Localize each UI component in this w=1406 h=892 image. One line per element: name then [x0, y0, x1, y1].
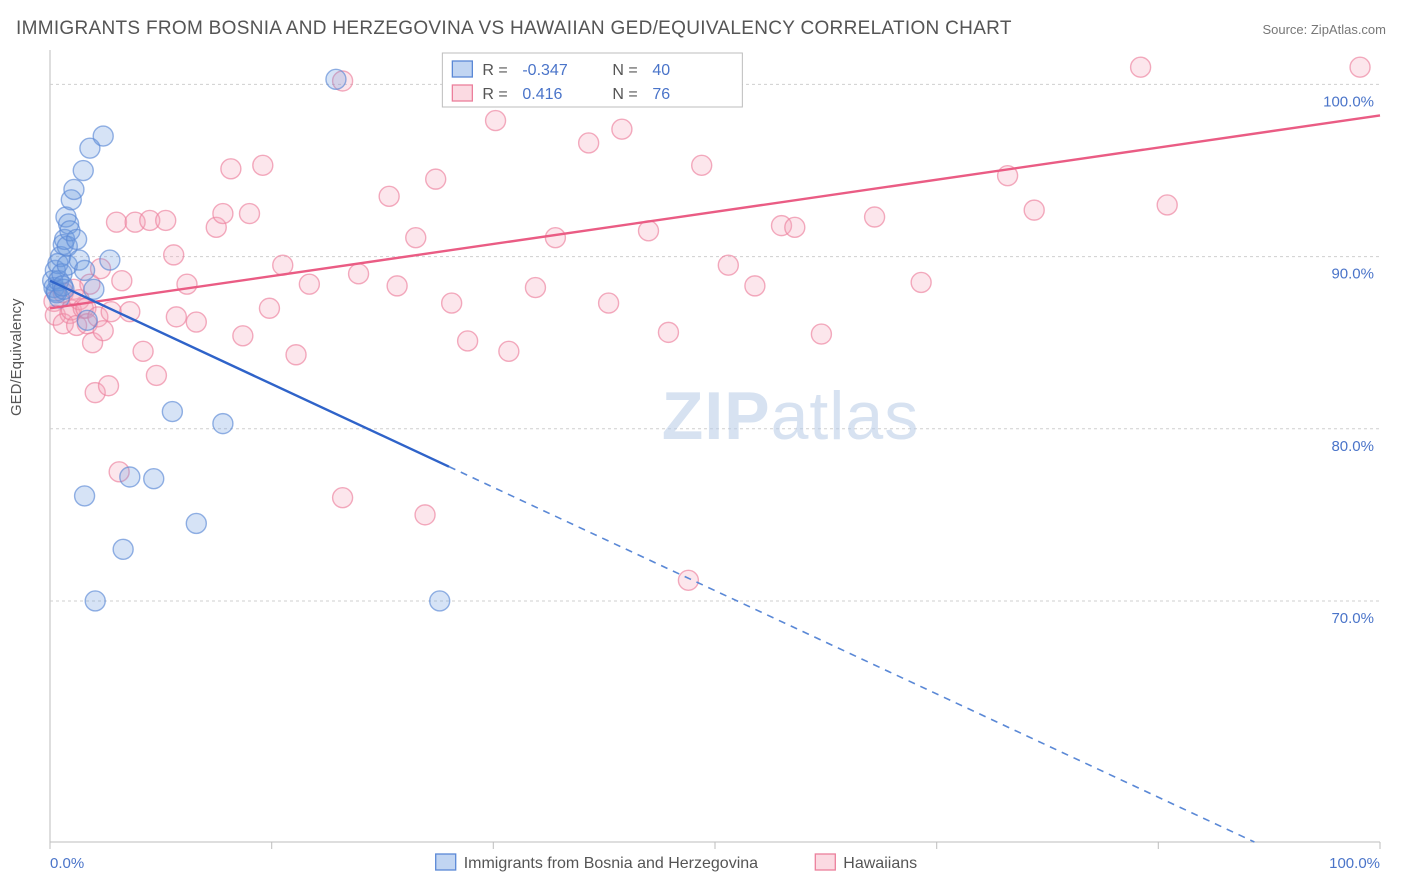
- data-point-pink: [349, 264, 369, 284]
- data-point-blue: [213, 414, 233, 434]
- data-point-blue: [430, 591, 450, 611]
- data-point-pink: [745, 276, 765, 296]
- data-point-pink: [1157, 195, 1177, 215]
- data-point-pink: [240, 204, 260, 224]
- data-point-blue: [113, 539, 133, 559]
- data-point-pink: [442, 293, 462, 313]
- data-point-pink: [499, 341, 519, 361]
- data-point-pink: [259, 298, 279, 318]
- data-point-pink: [718, 255, 738, 275]
- data-point-pink: [865, 207, 885, 227]
- legend-n-label: N =: [612, 62, 637, 79]
- trendline-blue-solid: [50, 281, 449, 467]
- data-point-blue: [67, 229, 87, 249]
- data-point-pink: [1024, 200, 1044, 220]
- data-point-pink: [486, 111, 506, 131]
- data-point-pink: [545, 228, 565, 248]
- data-point-blue: [120, 467, 140, 487]
- data-point-pink: [177, 274, 197, 294]
- legend-swatch: [436, 854, 456, 870]
- watermark: ZIPatlas: [662, 378, 919, 454]
- data-point-pink: [107, 212, 127, 232]
- data-point-pink: [286, 345, 306, 365]
- y-tick-label: 80.0%: [1331, 438, 1374, 455]
- data-point-pink: [811, 324, 831, 344]
- source-name: ZipAtlas.com: [1311, 22, 1386, 37]
- legend-swatch: [452, 61, 472, 77]
- data-point-blue: [144, 469, 164, 489]
- data-point-pink: [678, 570, 698, 590]
- data-point-pink: [415, 505, 435, 525]
- data-point-pink: [233, 326, 253, 346]
- data-point-blue: [85, 591, 105, 611]
- source-label: Source:: [1262, 22, 1310, 37]
- data-point-pink: [186, 312, 206, 332]
- data-point-pink: [213, 204, 233, 224]
- legend-swatch: [452, 85, 472, 101]
- data-point-pink: [99, 376, 119, 396]
- data-point-pink: [599, 293, 619, 313]
- legend-r-label: R =: [482, 86, 507, 103]
- data-point-pink: [612, 119, 632, 139]
- data-point-pink: [166, 307, 186, 327]
- legend-r-value: 0.416: [522, 86, 562, 103]
- source-attribution: Source: ZipAtlas.com: [1262, 22, 1386, 37]
- data-point-blue: [64, 179, 84, 199]
- legend-r-label: R =: [482, 62, 507, 79]
- data-point-pink: [1131, 57, 1151, 77]
- data-point-pink: [406, 228, 426, 248]
- legend-series-label: Immigrants from Bosnia and Herzegovina: [464, 855, 758, 872]
- legend-swatch: [815, 854, 835, 870]
- data-point-pink: [379, 186, 399, 206]
- legend-n-label: N =: [612, 86, 637, 103]
- y-tick-label: 70.0%: [1331, 610, 1374, 627]
- data-point-pink: [253, 155, 273, 175]
- data-point-pink: [133, 341, 153, 361]
- data-point-pink: [112, 271, 132, 291]
- y-axis-label: GED/Equivalency: [8, 298, 25, 416]
- data-point-pink: [299, 274, 319, 294]
- data-point-pink: [639, 221, 659, 241]
- data-point-pink: [579, 133, 599, 153]
- y-tick-label: 100.0%: [1323, 93, 1374, 110]
- data-point-pink: [146, 365, 166, 385]
- data-point-pink: [911, 272, 931, 292]
- data-point-pink: [221, 159, 241, 179]
- legend-series-label: Hawaiians: [843, 855, 917, 872]
- data-point-blue: [77, 310, 97, 330]
- legend-r-value: -0.347: [522, 62, 567, 79]
- data-point-blue: [75, 260, 95, 280]
- data-point-pink: [333, 488, 353, 508]
- legend-n-value: 76: [652, 86, 670, 103]
- data-point-blue: [186, 513, 206, 533]
- x-tick-label: 100.0%: [1329, 855, 1380, 872]
- data-point-pink: [1350, 57, 1370, 77]
- data-point-blue: [100, 250, 120, 270]
- data-point-pink: [387, 276, 407, 296]
- data-point-pink: [273, 255, 293, 275]
- data-point-pink: [458, 331, 478, 351]
- data-point-pink: [692, 155, 712, 175]
- trendline-blue-dashed: [449, 467, 1254, 842]
- data-point-pink: [426, 169, 446, 189]
- chart-title: IMMIGRANTS FROM BOSNIA AND HERZEGOVINA V…: [16, 18, 1012, 40]
- data-point-pink: [164, 245, 184, 265]
- data-point-pink: [785, 217, 805, 237]
- data-point-pink: [525, 278, 545, 298]
- data-point-blue: [162, 402, 182, 422]
- y-tick-label: 90.0%: [1331, 266, 1374, 283]
- legend-n-value: 40: [652, 62, 670, 79]
- data-point-blue: [73, 161, 93, 181]
- data-point-pink: [658, 322, 678, 342]
- scatter-chart: 70.0% 80.0% 90.0% 100.0% 0.0% 100.0% ZIPatlas R…: [0, 0, 1406, 892]
- data-point-blue: [93, 126, 113, 146]
- data-point-blue: [326, 69, 346, 89]
- data-point-pink: [156, 210, 176, 230]
- chart-container: IMMIGRANTS FROM BOSNIA AND HERZEGOVINA V…: [0, 0, 1406, 892]
- data-point-blue: [84, 279, 104, 299]
- x-tick-label: 0.0%: [50, 855, 84, 872]
- data-point-blue: [75, 486, 95, 506]
